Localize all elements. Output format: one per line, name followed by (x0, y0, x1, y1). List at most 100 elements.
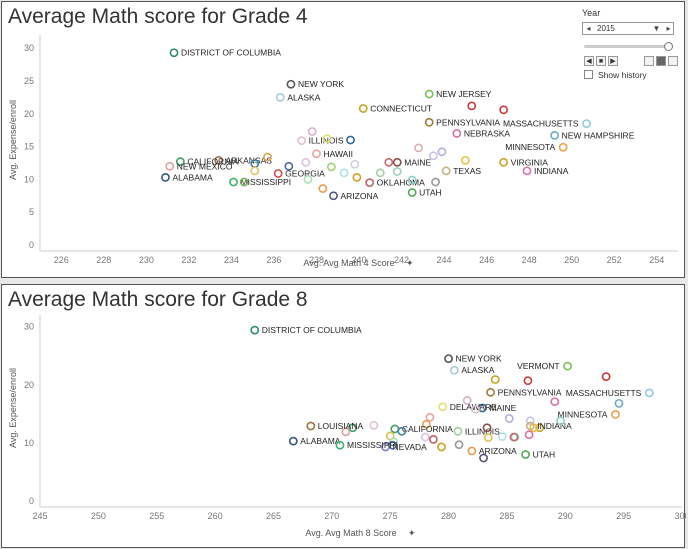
data-point[interactable] (165, 161, 175, 171)
data-point[interactable] (429, 151, 438, 161)
data-point[interactable] (437, 147, 447, 157)
data-point[interactable] (509, 432, 519, 442)
data-point[interactable] (438, 402, 448, 412)
data-point[interactable] (239, 177, 249, 187)
data-point[interactable] (263, 152, 272, 162)
data-point[interactable] (479, 453, 488, 463)
data-point[interactable] (365, 178, 375, 188)
data-point[interactable] (441, 166, 451, 176)
data-point[interactable] (329, 191, 338, 201)
data-point[interactable] (352, 173, 362, 182)
data-point[interactable] (452, 129, 462, 138)
data-point[interactable] (392, 167, 402, 176)
data-point[interactable] (535, 423, 544, 433)
data-point[interactable] (467, 101, 477, 111)
data-point[interactable] (482, 423, 492, 433)
data-point[interactable] (504, 414, 514, 423)
data-point[interactable] (421, 419, 431, 429)
data-point[interactable] (490, 375, 500, 384)
data-point[interactable] (431, 177, 440, 187)
pin-icon[interactable]: ✦ (406, 258, 414, 268)
speed-fast-icon[interactable] (668, 56, 678, 66)
step-back-button[interactable]: ◀ (584, 56, 594, 66)
data-point[interactable] (407, 175, 417, 185)
data-point[interactable] (273, 169, 283, 178)
year-slider-handle[interactable] (664, 42, 673, 51)
data-point[interactable] (307, 127, 317, 136)
data-point[interactable] (312, 149, 321, 159)
data-point[interactable] (424, 117, 434, 127)
data-point[interactable] (169, 48, 179, 58)
data-point[interactable] (462, 396, 472, 405)
data-point[interactable] (350, 159, 360, 169)
data-point[interactable] (425, 412, 435, 422)
data-point[interactable] (414, 143, 423, 153)
data-point[interactable] (335, 440, 345, 450)
pin-icon[interactable]: ✦ (408, 528, 416, 538)
data-point[interactable] (428, 434, 438, 444)
data-point[interactable] (483, 433, 493, 443)
data-point[interactable] (301, 157, 311, 167)
chevron-down-icon[interactable]: ▼ (652, 24, 661, 33)
data-point[interactable] (286, 79, 296, 89)
data-point[interactable] (390, 424, 400, 434)
data-point[interactable] (499, 105, 509, 115)
data-point[interactable] (369, 421, 379, 430)
data-point[interactable] (175, 157, 185, 167)
data-point[interactable] (306, 421, 316, 431)
data-point[interactable] (303, 174, 313, 184)
prev-year-icon[interactable]: ◂ (586, 24, 591, 33)
data-point[interactable] (346, 135, 355, 145)
data-point[interactable] (318, 184, 328, 193)
step-forward-button[interactable]: ▶ (608, 56, 618, 66)
data-point[interactable] (348, 423, 358, 433)
data-point[interactable] (444, 354, 453, 363)
data-point[interactable] (470, 404, 480, 414)
data-point[interactable] (497, 432, 507, 441)
data-point[interactable] (453, 426, 463, 436)
data-point[interactable] (611, 409, 620, 419)
data-point[interactable] (407, 188, 417, 197)
data-point[interactable] (523, 376, 533, 386)
data-point[interactable] (614, 398, 624, 408)
data-point[interactable] (275, 92, 285, 102)
data-point[interactable] (341, 427, 351, 437)
year-slider[interactable] (584, 45, 668, 48)
data-point[interactable] (229, 177, 238, 187)
data-point[interactable] (524, 430, 534, 440)
data-point[interactable] (558, 142, 568, 152)
data-point[interactable] (420, 432, 430, 442)
data-point[interactable] (525, 421, 535, 431)
data-point[interactable] (467, 446, 477, 456)
data-point[interactable] (424, 89, 434, 99)
data-point[interactable] (521, 450, 530, 459)
show-history-checkbox[interactable] (584, 70, 593, 79)
data-point[interactable] (397, 426, 407, 436)
data-point[interactable] (384, 157, 394, 167)
data-point[interactable] (582, 119, 591, 128)
data-point[interactable] (563, 361, 573, 371)
data-point[interactable] (322, 134, 332, 144)
speed-slow-icon[interactable] (644, 56, 654, 66)
data-point[interactable] (499, 157, 509, 167)
data-point[interactable] (161, 173, 170, 182)
data-point[interactable] (556, 416, 566, 426)
data-point[interactable] (525, 416, 535, 426)
data-point[interactable] (297, 136, 306, 146)
data-point[interactable] (601, 372, 611, 382)
data-point[interactable] (522, 166, 532, 176)
data-point[interactable] (392, 157, 402, 167)
data-point[interactable] (449, 365, 459, 375)
data-point[interactable] (284, 161, 294, 171)
data-point[interactable] (288, 436, 298, 446)
play-button[interactable]: ■ (596, 56, 606, 66)
data-point[interactable] (550, 397, 560, 407)
data-point[interactable] (437, 442, 446, 452)
year-dropdown[interactable]: ◂ 2015 ▼ ▸ (582, 22, 674, 35)
data-point[interactable] (486, 387, 495, 397)
data-point[interactable] (326, 162, 336, 172)
next-year-icon[interactable]: ▸ (666, 24, 671, 33)
speed-medium-icon[interactable] (656, 56, 666, 66)
data-point[interactable] (375, 168, 385, 178)
data-point[interactable] (250, 166, 260, 176)
